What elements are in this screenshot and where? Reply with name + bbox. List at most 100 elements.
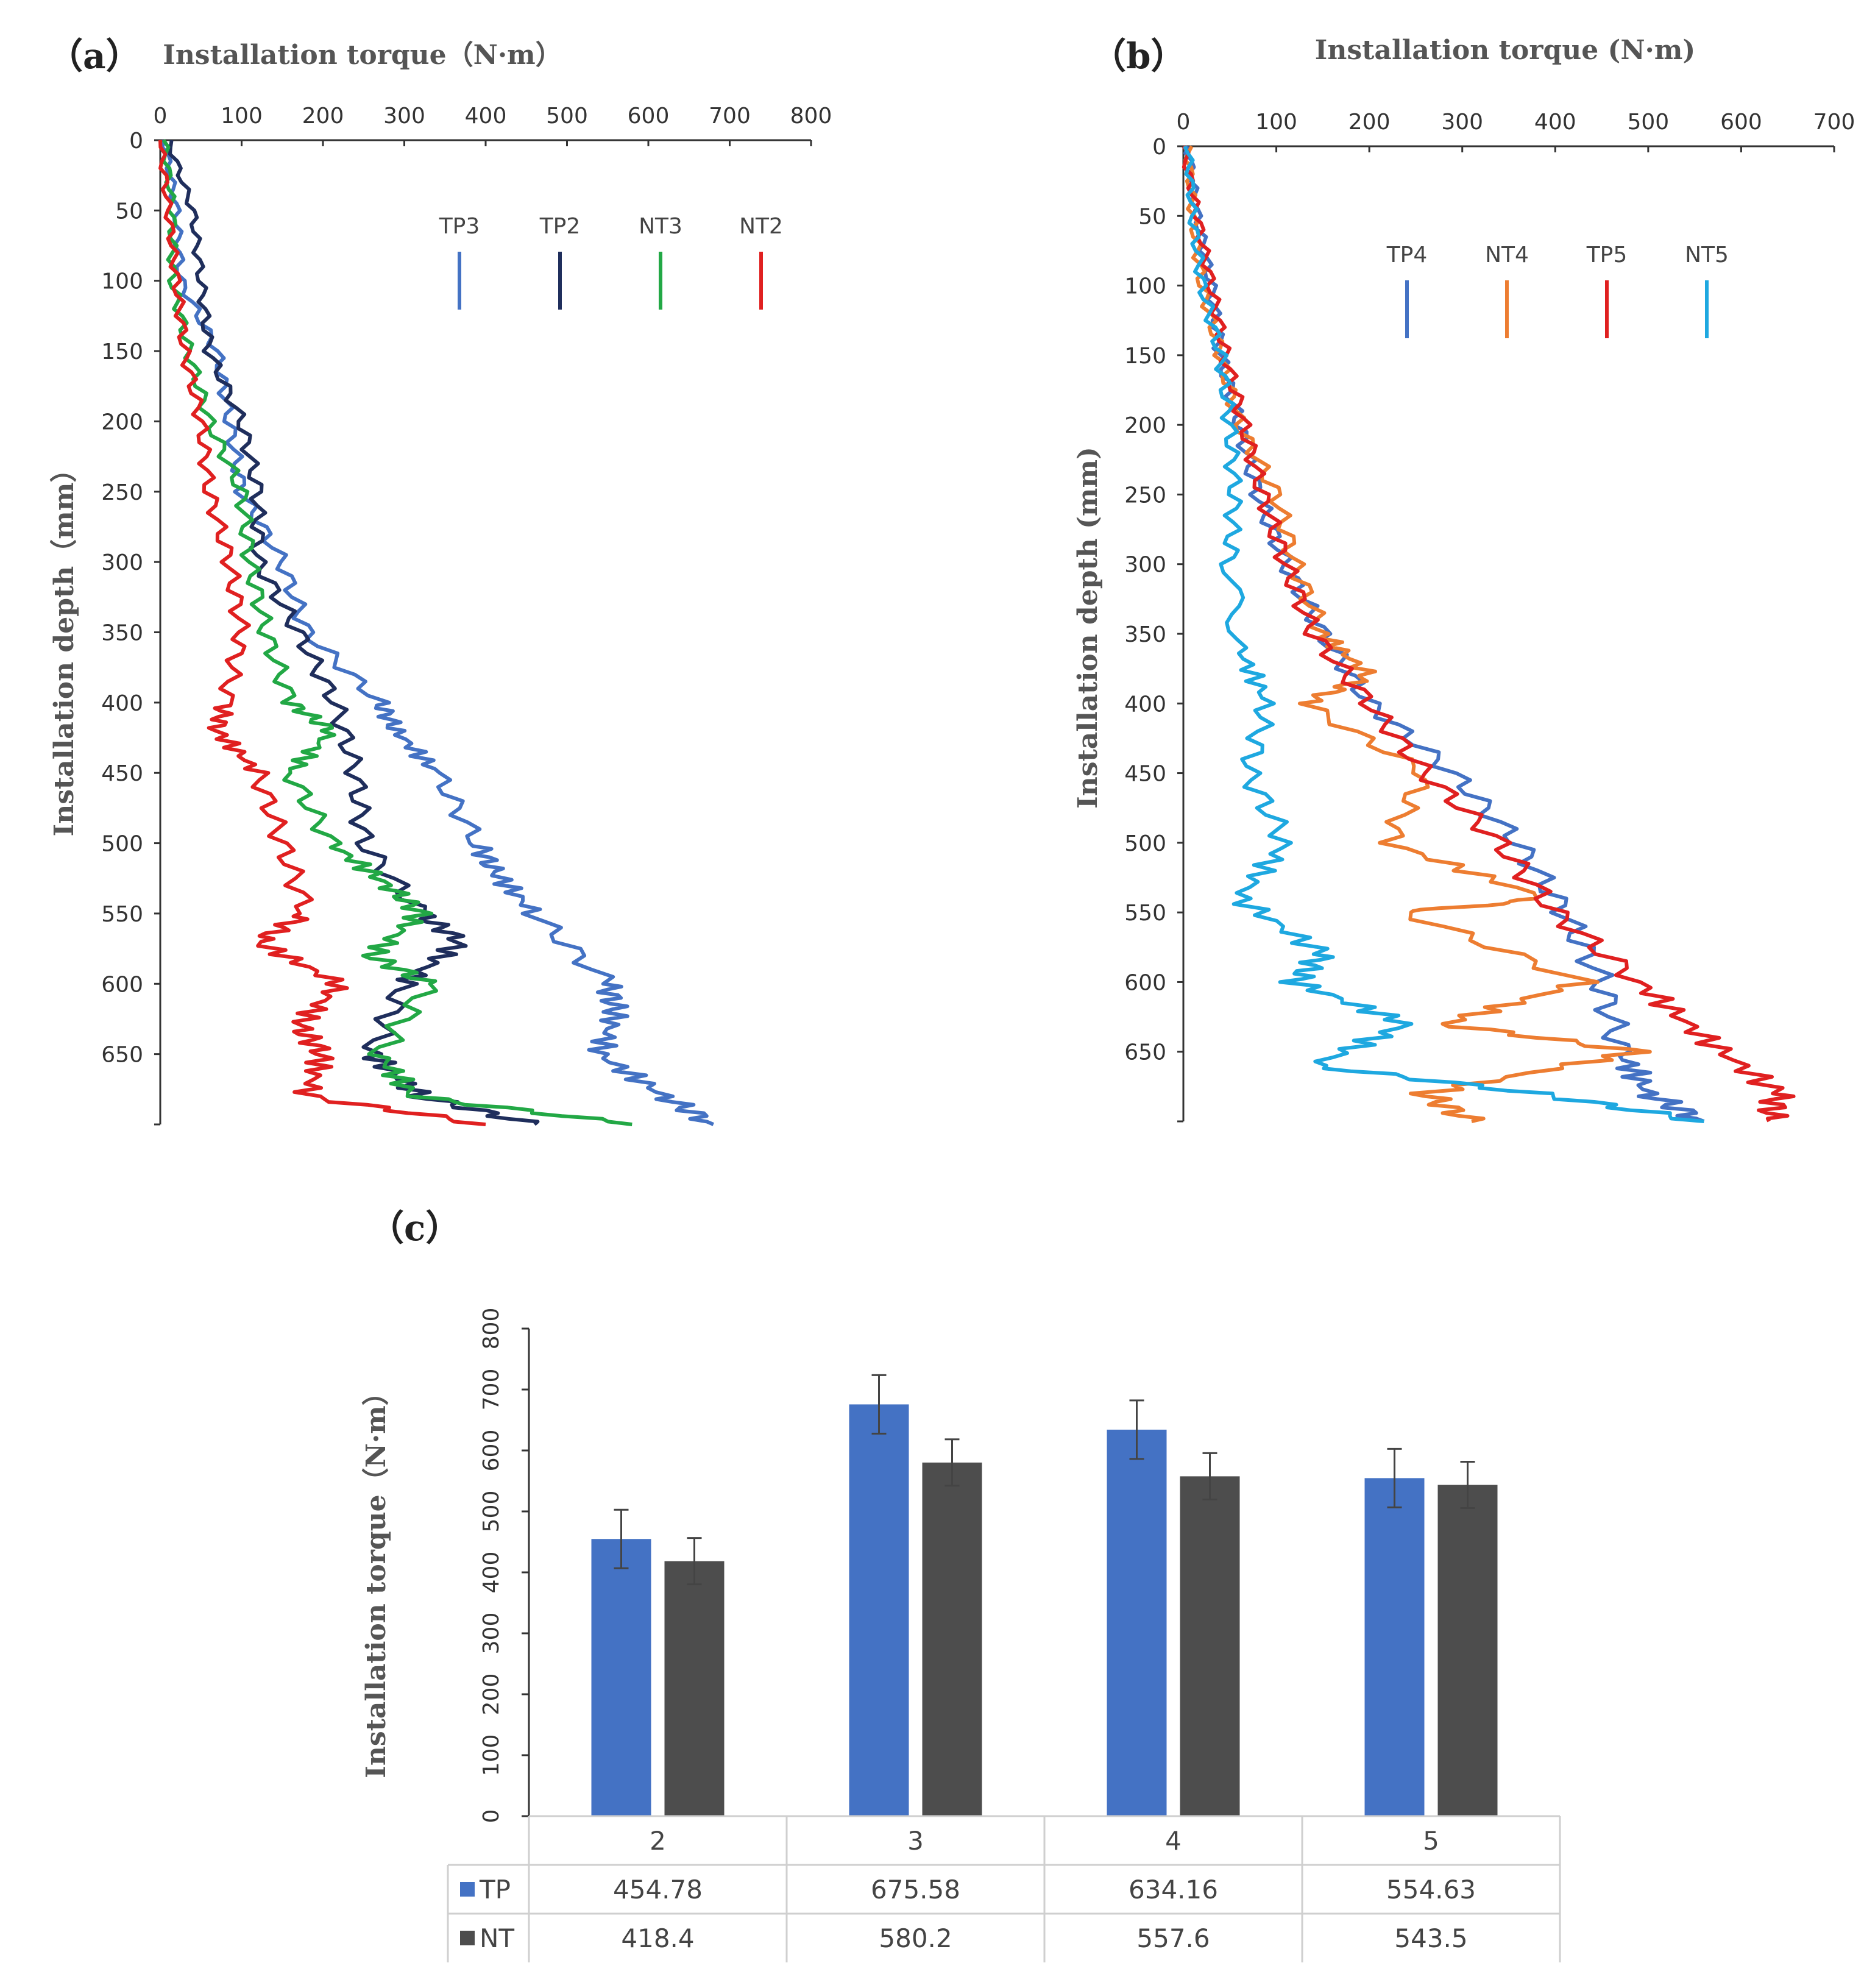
y-tick-label: 0 (129, 129, 143, 154)
y-tick-label: 600 (1124, 970, 1166, 995)
legend-label-nt3: NT3 (639, 214, 682, 239)
category-label: 2 (650, 1826, 666, 1856)
series-line-tp4 (1183, 145, 1705, 1123)
panel-c-bar-chart: （c） Installation torque（N·m） 0 100 200 300 4… (361, 1207, 1561, 1962)
x-tick-label: 200 (302, 104, 344, 129)
series-line-tp2 (168, 140, 540, 1126)
y-tick-label: 700 (479, 1369, 504, 1411)
panel-a-legend: TP3 TP2 NT3 NT2 (439, 214, 783, 310)
panel-c-axes: 0 100 200 300 400 500 600 700 800 (479, 1308, 530, 1823)
bar-tp-5 (1364, 1478, 1425, 1816)
category-label: 5 (1423, 1826, 1439, 1856)
y-tick-label: 0 (479, 1809, 504, 1823)
y-tick-label: 600 (101, 972, 143, 997)
x-tick-label: 500 (546, 104, 588, 129)
y-tick-label: 200 (479, 1674, 504, 1716)
bar-nt-3 (922, 1462, 982, 1816)
y-tick-label: 50 (1138, 204, 1166, 229)
panel-a-x-axis-title: Installation torque（N·m） (163, 40, 562, 71)
legend-label-tp: TP (479, 1875, 511, 1905)
y-tick-label: 200 (101, 410, 143, 435)
category-label: 3 (907, 1826, 924, 1856)
panel-a-label: （a） (48, 35, 141, 77)
bar-tp-4 (1107, 1429, 1167, 1816)
panel-a-line-chart: （a） Installation torque（N·m） Installatio… (48, 35, 832, 1126)
y-tick-label: 0 (1152, 135, 1166, 160)
legend-label-nt2: NT2 (739, 214, 783, 239)
legend-label-nt5: NT5 (1685, 243, 1729, 268)
x-tick-label: 200 (1348, 110, 1391, 135)
bar-nt-2 (664, 1561, 725, 1816)
y-tick-label: 500 (1124, 831, 1166, 856)
panel-b-legend: TP4 NT4 TP5 NT5 (1386, 243, 1729, 338)
y-tick-label: 450 (101, 761, 143, 786)
x-tick-label: 0 (1177, 110, 1191, 135)
series-line-nt5 (1183, 145, 1704, 1123)
y-tick-label: 50 (115, 199, 143, 224)
panel-b-series (1182, 145, 1796, 1123)
series-line-nt4 (1183, 145, 1652, 1123)
y-tick-label: 300 (479, 1613, 504, 1655)
y-tick-label: 150 (1124, 344, 1166, 369)
panel-c-label: （c） (369, 1207, 461, 1249)
panel-a-y-axis-title: Installation depth（mm） (49, 456, 80, 837)
table-value: 634.16 (1129, 1875, 1218, 1905)
panel-c-bars (591, 1374, 1498, 1816)
y-tick-label: 400 (1124, 692, 1166, 717)
panel-b-x-axis-title: Installation torque (N·m) (1315, 35, 1695, 66)
y-tick-label: 350 (101, 621, 143, 646)
y-tick-label: 300 (101, 550, 143, 575)
x-tick-label: 0 (154, 104, 168, 129)
y-tick-label: 300 (1124, 553, 1166, 578)
legend-label-tp5: TP5 (1586, 243, 1628, 268)
table-value: 675.58 (871, 1875, 960, 1905)
legend-swatch-tp (460, 1882, 475, 1897)
y-tick-label: 550 (101, 902, 143, 927)
x-tick-label: 800 (790, 104, 832, 129)
y-tick-label: 650 (1124, 1040, 1166, 1065)
table-value: 543.5 (1394, 1923, 1467, 1953)
bar-tp-3 (849, 1404, 909, 1816)
table-value: 454.78 (613, 1875, 703, 1905)
panel-c-data-table: 2 3 4 5 TP 454.78 675.58 634.16 554.63 NT 418.4 580… (447, 1815, 1561, 1962)
legend-swatch-nt (460, 1931, 475, 1945)
y-tick-label: 250 (1124, 483, 1166, 508)
bar-nt-4 (1180, 1476, 1240, 1816)
series-line-nt2 (158, 140, 486, 1126)
table-value: 554.63 (1386, 1875, 1476, 1905)
x-tick-label: 700 (1813, 110, 1855, 135)
category-label: 4 (1165, 1826, 1182, 1856)
legend-label-tp4: TP4 (1386, 243, 1428, 268)
panel-b-label: （b） (1091, 35, 1186, 77)
x-tick-label: 100 (221, 104, 263, 129)
y-tick-label: 100 (479, 1734, 504, 1777)
x-tick-label: 300 (1441, 110, 1483, 135)
legend-label-tp3: TP3 (439, 214, 480, 239)
y-tick-label: 550 (1124, 901, 1166, 926)
y-tick-label: 400 (101, 691, 143, 716)
table-value: 418.4 (621, 1923, 694, 1953)
legend-label-nt4: NT4 (1485, 243, 1529, 268)
y-tick-label: 500 (101, 832, 143, 857)
y-tick-label: 250 (101, 480, 143, 505)
x-tick-label: 600 (1720, 110, 1762, 135)
table-value: 580.2 (879, 1923, 952, 1953)
y-tick-label: 800 (479, 1308, 504, 1350)
x-tick-label: 600 (628, 104, 670, 129)
y-tick-label: 350 (1124, 622, 1166, 647)
y-tick-label: 200 (1124, 413, 1166, 438)
y-tick-label: 100 (1124, 274, 1166, 299)
x-tick-label: 100 (1255, 110, 1297, 135)
x-tick-label: 400 (1534, 110, 1576, 135)
x-tick-label: 500 (1627, 110, 1669, 135)
y-tick-label: 500 (479, 1491, 504, 1533)
y-tick-label: 450 (1124, 762, 1166, 787)
x-tick-label: 300 (383, 104, 425, 129)
panel-b-line-chart: （b） Installation torque (N·m) Installati… (1072, 35, 1855, 1123)
y-tick-label: 100 (101, 269, 143, 294)
y-tick-label: 600 (479, 1430, 504, 1472)
y-tick-label: 650 (101, 1043, 143, 1068)
x-tick-label: 700 (709, 104, 751, 129)
panel-a-series (158, 139, 714, 1126)
bar-tp-2 (591, 1539, 651, 1816)
